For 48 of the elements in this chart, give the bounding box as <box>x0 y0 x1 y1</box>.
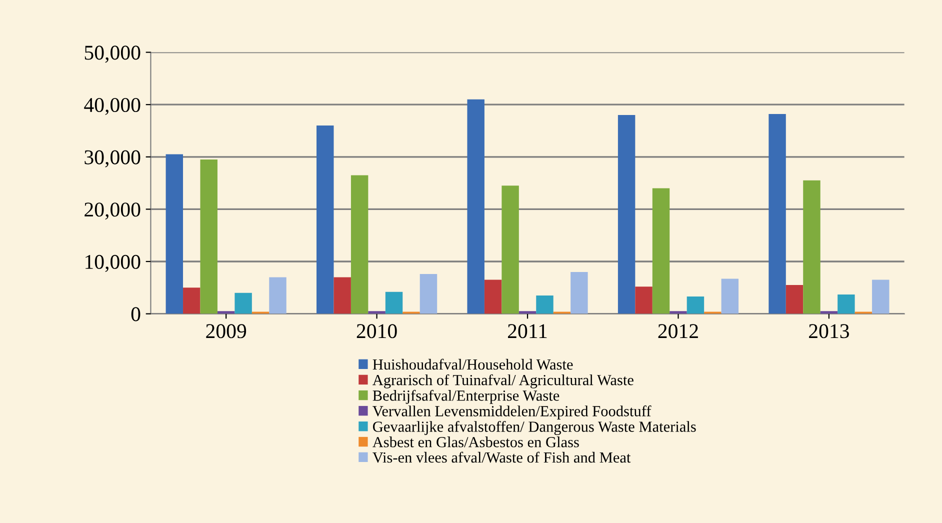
legend-label: Vis-en vlees afval/Waste of Fish and Meat <box>372 452 631 463</box>
bar <box>334 277 351 314</box>
bar <box>570 272 588 314</box>
bar <box>618 115 636 314</box>
y-tick-label: 50,000 <box>84 46 140 63</box>
legend-label: Asbest en Glas/Asbestos en Glass <box>372 436 579 448</box>
y-tick-label: 0 <box>131 307 140 322</box>
bar <box>269 277 286 314</box>
x-tick-label: 2010 <box>356 324 397 338</box>
bar <box>183 288 200 314</box>
bar <box>652 188 670 314</box>
bar <box>350 175 368 314</box>
bar <box>217 311 235 314</box>
legend-label: Agrarisch of Tuinafval/ Agricultural Waste <box>372 374 634 388</box>
bar <box>786 285 804 314</box>
bar <box>872 280 890 314</box>
bar <box>518 311 536 314</box>
x-tick-label: 2013 <box>809 324 849 338</box>
x-tick-label: 2011 <box>508 324 547 338</box>
bar <box>838 294 855 314</box>
bar <box>420 274 438 314</box>
y-tick-label: 10,000 <box>86 254 140 272</box>
bar <box>316 126 334 314</box>
bar <box>368 311 386 314</box>
y-tick-label: 40,000 <box>84 98 140 116</box>
bar <box>803 180 820 314</box>
bar <box>635 286 652 314</box>
y-tick-label: 30,000 <box>84 150 140 168</box>
bar <box>385 292 403 314</box>
y-tick-label: 20,000 <box>84 202 140 220</box>
bar <box>536 295 554 314</box>
bar <box>768 114 786 314</box>
bar <box>502 186 519 314</box>
bar <box>484 280 502 314</box>
bar <box>467 99 484 314</box>
bar <box>670 311 687 314</box>
legend-label: Huishoudafval/Household Waste <box>372 358 573 370</box>
legend-label: Bedrijfsafval/Enterprise Waste <box>372 390 560 404</box>
bar <box>234 292 252 314</box>
bar <box>200 160 218 314</box>
legend-label: Vervallen Levensmiddelen/Expired Foodstuff <box>372 405 652 420</box>
bar <box>686 296 704 314</box>
x-tick-label: 2012 <box>658 324 698 338</box>
bar <box>166 154 184 314</box>
x-tick-label: 2009 <box>206 324 246 338</box>
bar <box>721 278 739 314</box>
bar <box>820 311 838 314</box>
legend-label: Gevaarlijke afvalstoffen/ Dangerous Waste Materials <box>373 420 696 436</box>
